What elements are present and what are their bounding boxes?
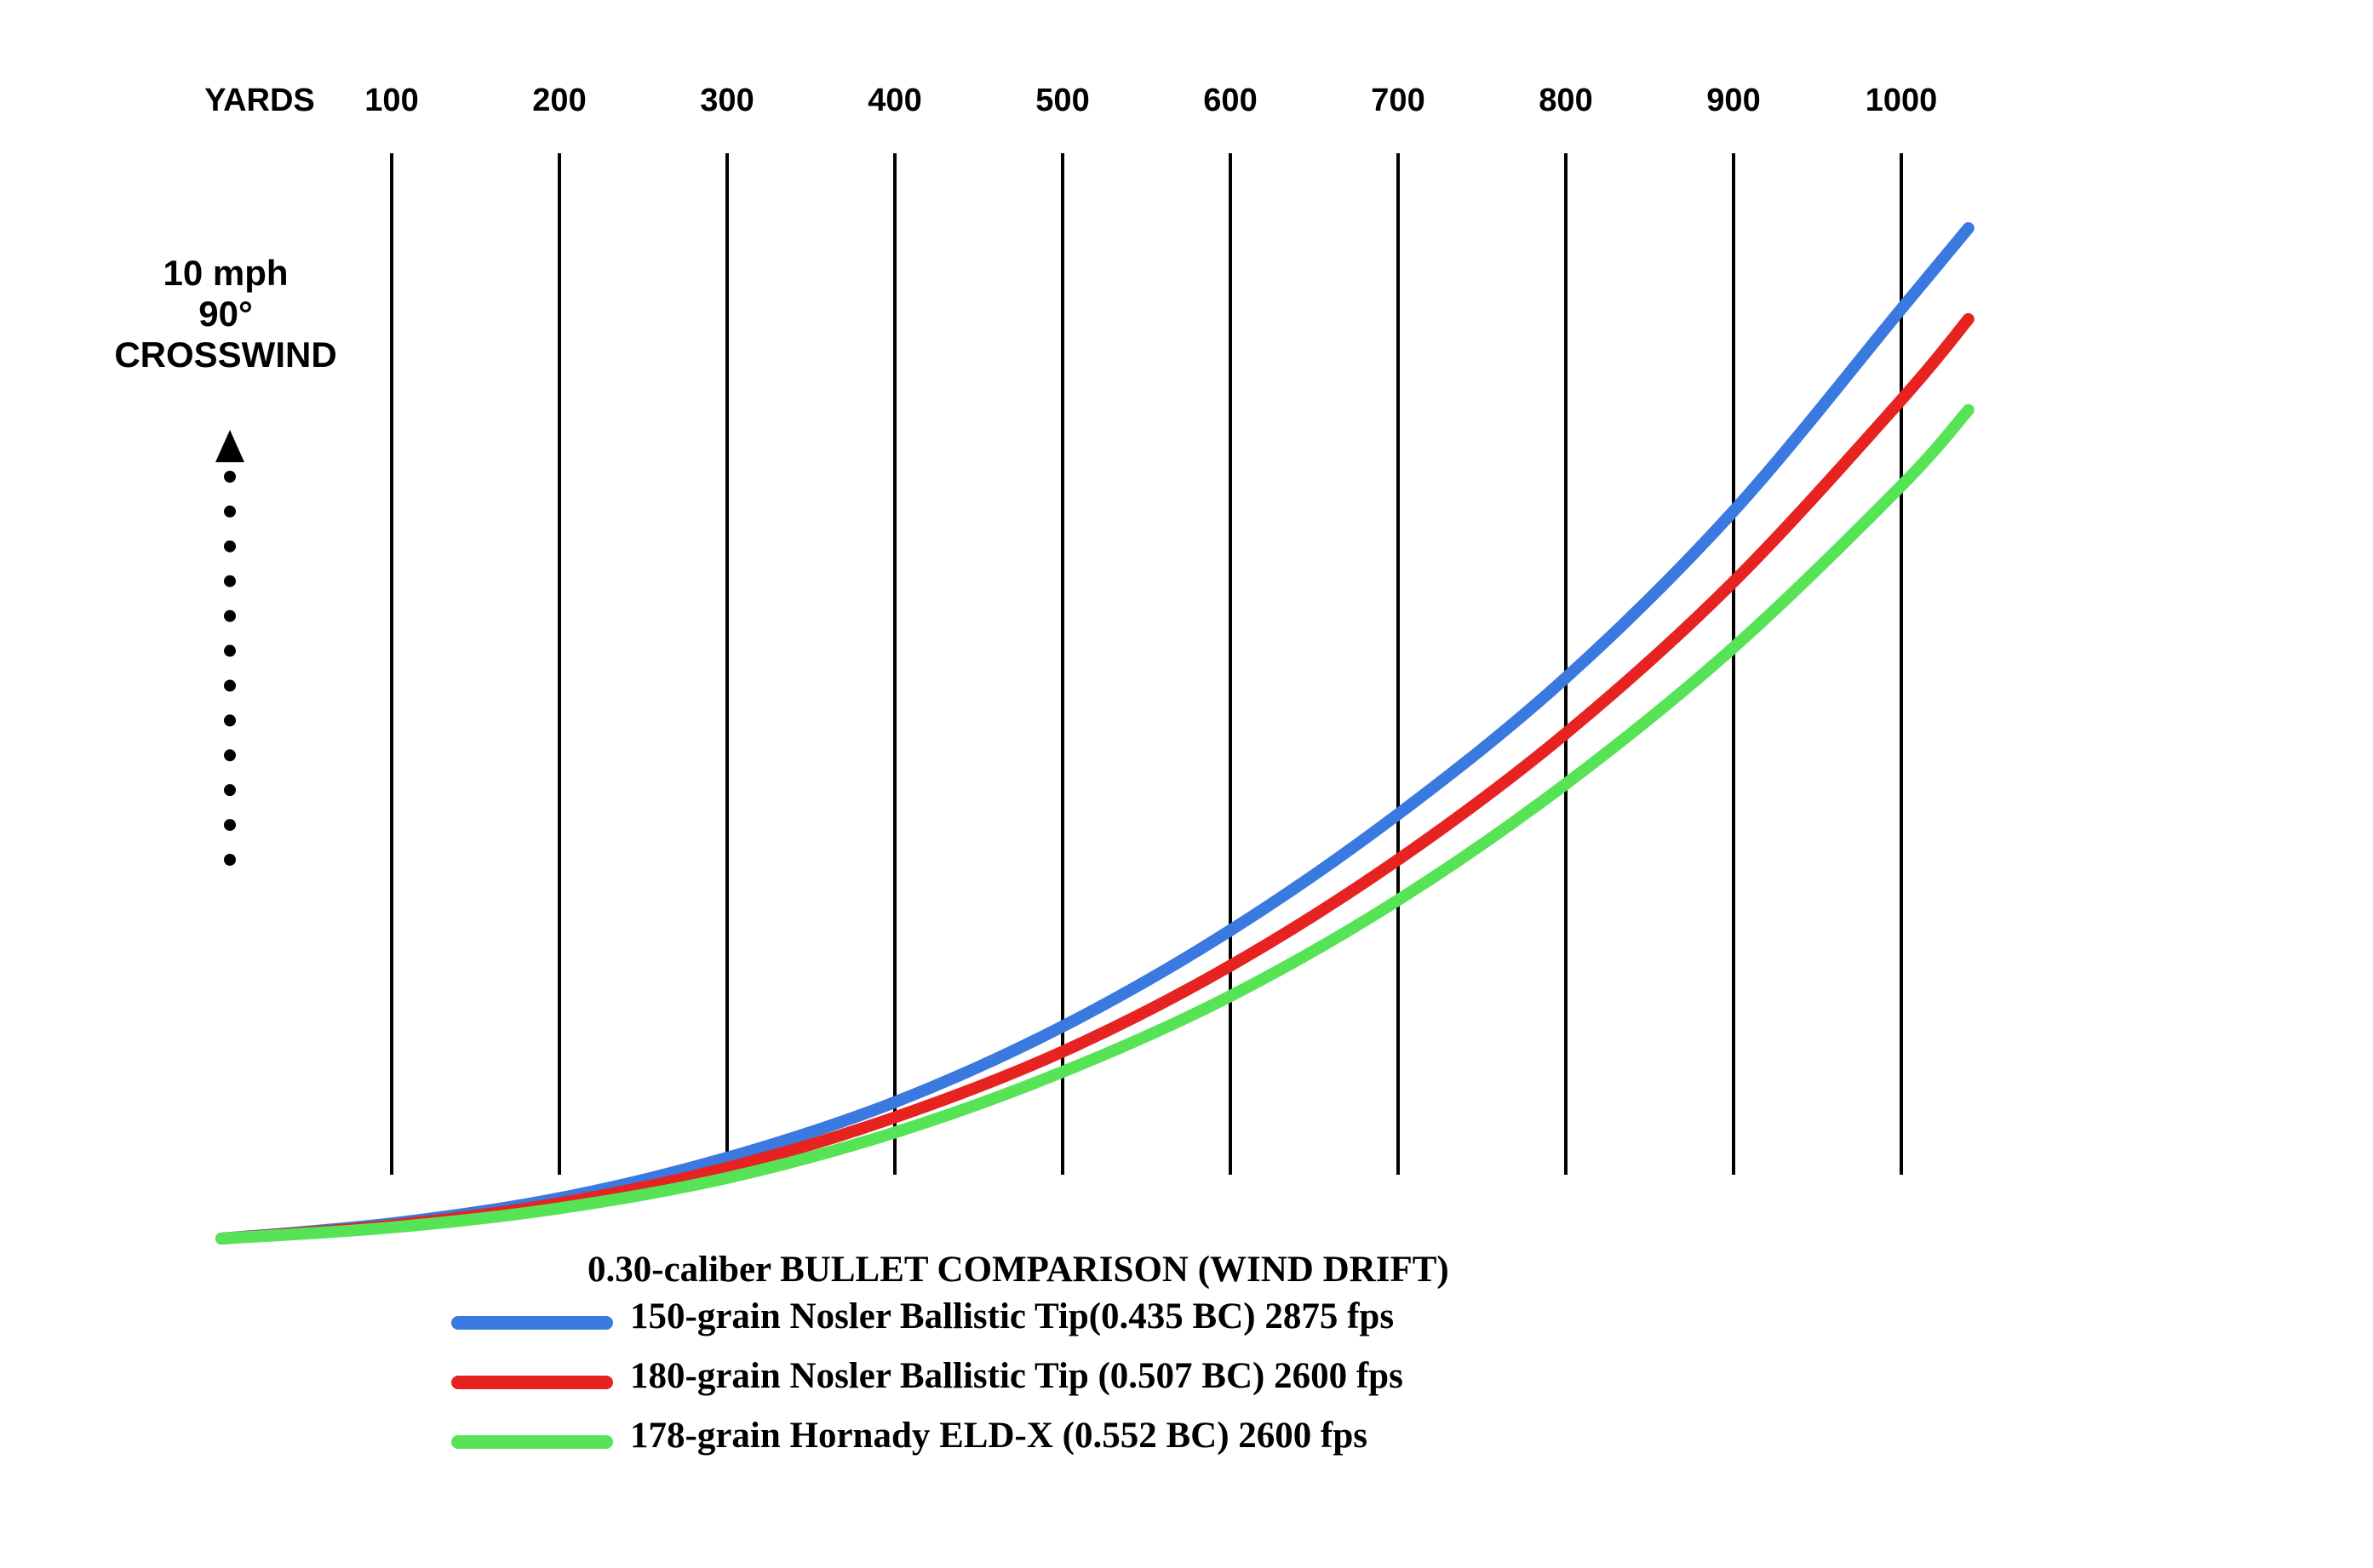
crosswind-label-line: CROSSWIND	[114, 335, 336, 375]
crosswind-label-line: 90°	[198, 294, 253, 334]
x-tick-label: 300	[700, 83, 754, 118]
x-tick-label: 600	[1203, 83, 1257, 118]
x-tick-label: 100	[364, 83, 418, 118]
x-tick-label: 500	[1035, 83, 1089, 118]
wind-drift-chart: YARDS 100 200 300 400 500 600 700 800 900 1000 10 m…	[0, 0, 2373, 1568]
crosswind-label-line: 10 mph	[163, 253, 288, 293]
arrow-dot	[224, 749, 236, 761]
x-tick-label: 900	[1706, 83, 1760, 118]
arrow-dot	[224, 506, 236, 518]
legend-label: 150-grain Nosler Ballistic Tip(0.435 BC)…	[630, 1296, 1394, 1336]
arrow-dot	[224, 714, 236, 726]
legend-swatch	[451, 1376, 613, 1389]
arrow-dot	[224, 541, 236, 552]
arrow-dot	[224, 645, 236, 657]
chart-svg: YARDS 100 200 300 400 500 600 700 800 900 1000 10 m…	[0, 0, 2373, 1568]
arrow-dot	[224, 854, 236, 866]
arrow-dot	[224, 610, 236, 622]
x-axis-title: YARDS	[204, 83, 315, 118]
legend-label: 180-grain Nosler Ballistic Tip (0.507 BC…	[630, 1356, 1403, 1396]
x-tick-label: 200	[532, 83, 586, 118]
arrow-dot	[224, 471, 236, 483]
x-tick-label: 800	[1539, 83, 1592, 118]
arrow-dot	[224, 679, 236, 691]
legend-label: 178-grain Hornady ELD-X (0.552 BC) 2600 …	[630, 1416, 1367, 1456]
legend-swatch	[451, 1316, 613, 1330]
x-tick-label: 400	[868, 83, 921, 118]
legend-swatch	[451, 1435, 613, 1449]
chart-caption: 0.30-caliber BULLET COMPARISON (WIND DRI…	[588, 1250, 1449, 1290]
arrow-dot	[224, 575, 236, 587]
arrow-dot	[224, 819, 236, 831]
x-tick-label: 700	[1371, 83, 1424, 118]
x-tick-label: 1000	[1866, 83, 1938, 118]
arrow-dot	[224, 784, 236, 796]
